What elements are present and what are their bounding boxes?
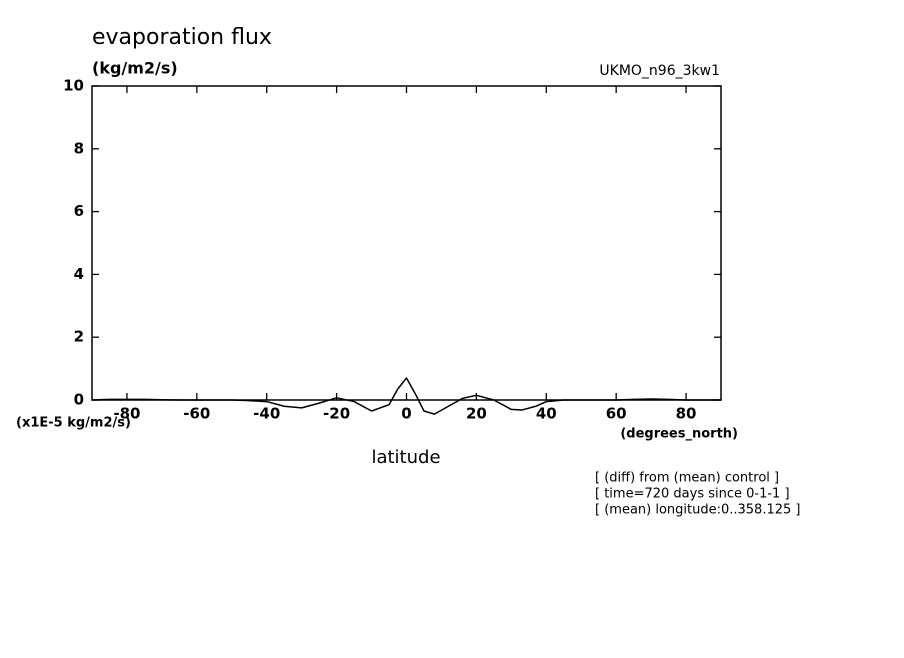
x-tick-label: -20: [323, 405, 350, 423]
y-scale-label: (x1E-5 kg/m2/s): [16, 416, 131, 431]
x-tick-label: 60: [606, 405, 627, 423]
model-label: UKMO_n96_3kw1: [599, 63, 720, 79]
y-tick-label: 0: [74, 391, 84, 409]
y-tick-label: 10: [63, 77, 84, 95]
x-tick-label: 20: [466, 405, 487, 423]
note: [ (diff) from (mean) control ]: [595, 471, 779, 486]
x-tick-label: 80: [676, 405, 697, 423]
x-tick-label: -80: [113, 405, 140, 423]
x-units: (degrees_north): [620, 427, 738, 442]
y-tick-label: 2: [74, 328, 84, 346]
chart-title: evaporation flux: [92, 25, 272, 50]
note: [ (mean) longitude:0..358.125 ]: [595, 503, 800, 518]
note: [ time=720 days since 0-1-1 ]: [595, 487, 790, 502]
x-tick-label: -60: [183, 405, 210, 423]
x-axis-title: latitude: [371, 447, 440, 468]
x-tick-label: 40: [536, 405, 557, 423]
y-tick-label: 8: [74, 139, 84, 157]
y-tick-label: 6: [74, 202, 84, 220]
x-tick-label: -40: [253, 405, 280, 423]
x-tick-label: 0: [401, 405, 411, 423]
units: (kg/m2/s): [92, 59, 178, 78]
data-line: [91, 377, 721, 415]
y-tick-label: 4: [74, 265, 84, 283]
